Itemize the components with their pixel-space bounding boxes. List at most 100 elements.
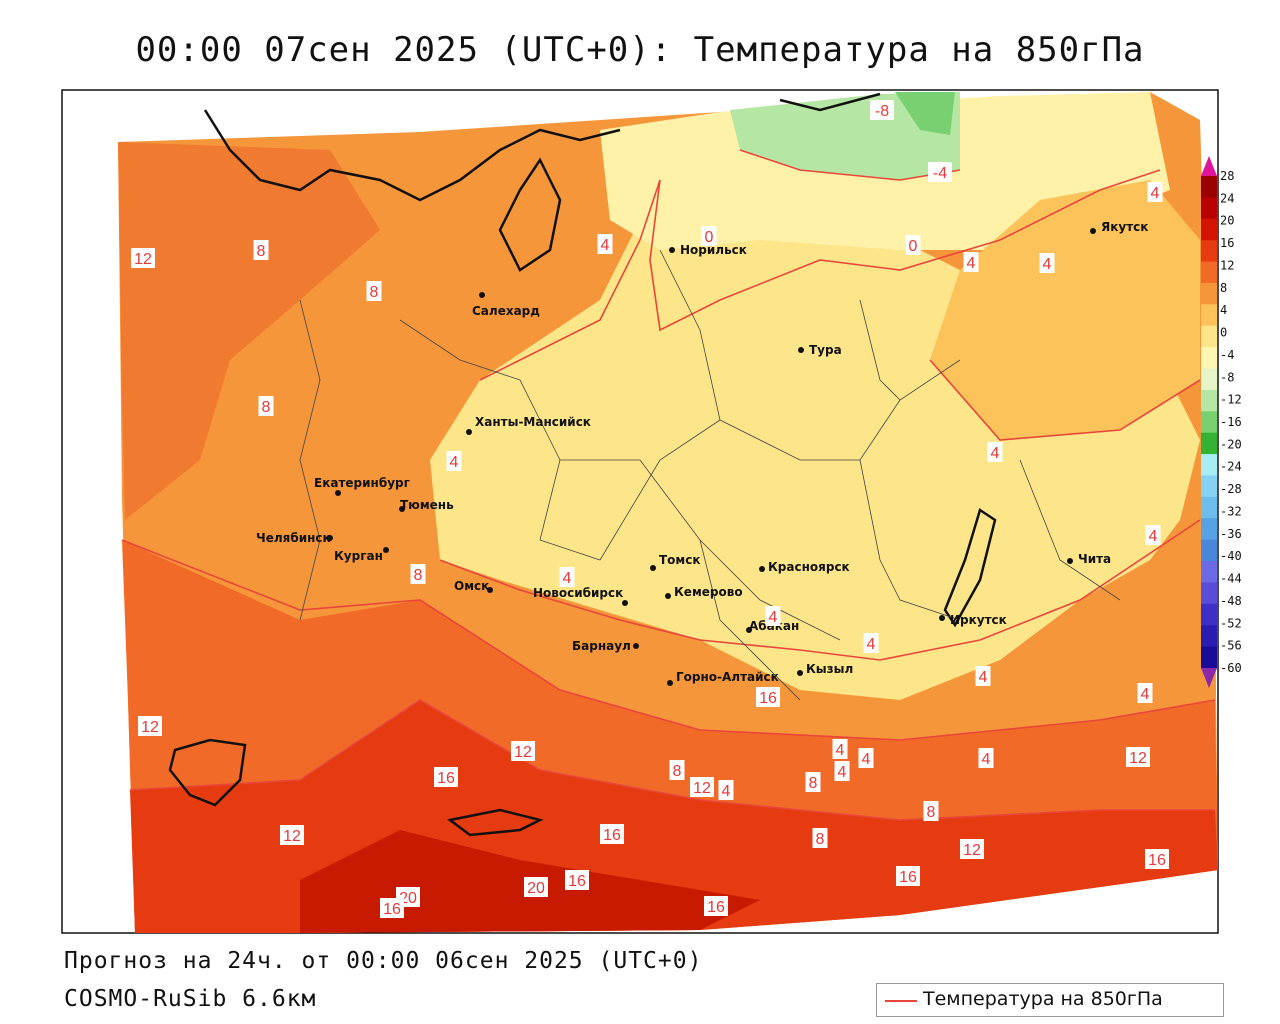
colorbar-tick-label: -52	[1220, 616, 1242, 630]
isotherm-label-bg	[834, 761, 850, 781]
isotherm-label: 16	[704, 896, 728, 916]
city-label: Новосибирск	[533, 586, 623, 600]
isotherm-label: 4	[832, 739, 848, 759]
city-dot	[383, 547, 389, 553]
colorbar-tick-label: 4	[1220, 303, 1227, 317]
isotherm-label-text: 8	[414, 567, 423, 584]
city-dot	[667, 680, 673, 686]
city-dot	[1067, 558, 1073, 564]
isotherm-label-bg	[253, 240, 269, 260]
city-label: Горно-Алтайск	[676, 670, 779, 684]
isotherm-label-bg	[600, 824, 624, 844]
city-label: Тюмень	[400, 498, 454, 512]
colorbar-segment	[1201, 368, 1217, 391]
legend-label: Температура на 850гПа	[923, 988, 1163, 1010]
isotherm-label-text: 4	[979, 669, 988, 686]
isotherm-label-bg	[870, 100, 894, 120]
isotherm-label: 12	[280, 825, 304, 845]
isotherm-label-bg	[765, 606, 781, 626]
isotherm-label-text: 8	[816, 831, 825, 848]
city-13: Кемерово	[665, 585, 743, 599]
colorbar-tick-label: -20	[1220, 437, 1242, 451]
isotherm-label-text: 4	[1043, 256, 1052, 273]
colorbar-segment	[1201, 389, 1217, 412]
colorbar-tick-label: -28	[1220, 482, 1242, 496]
legend-box: Температура на 850гПа	[876, 983, 1224, 1017]
isotherm-label-text: 0	[909, 238, 918, 255]
colorbar-tick-label: 12	[1220, 258, 1234, 272]
isotherm-label-text: 4	[1149, 528, 1158, 545]
isotherm-label: 16	[565, 870, 589, 890]
model-name: COSMO-RuSib 6.6км	[64, 986, 317, 1012]
isotherm-label: 4	[597, 234, 613, 254]
isotherm-label-bg	[704, 896, 728, 916]
isotherm-label: 8	[253, 240, 269, 260]
isotherm-label: 16	[600, 824, 624, 844]
city-dot	[797, 670, 803, 676]
colorbar-tick-label: -60	[1220, 661, 1242, 675]
colorbar-tick-label: -36	[1220, 527, 1242, 541]
isotherm-label-bg	[923, 801, 939, 821]
isotherm-label: 12	[131, 248, 155, 268]
isotherm-label-bg	[446, 451, 462, 471]
colorbar-segment	[1201, 646, 1217, 669]
colorbar-segment	[1201, 518, 1217, 541]
isotherm-label: 4	[978, 748, 994, 768]
isotherm-label-bg	[858, 748, 874, 768]
forecast-info: Прогноз на 24ч. от 00:00 06сен 2025 (UTC…	[64, 948, 703, 974]
isotherm-label-bg	[718, 780, 734, 800]
isotherm-label: 4	[559, 567, 575, 587]
city-dot	[798, 347, 804, 353]
isotherm-label-bg	[905, 235, 921, 255]
isotherm-label-text: 4	[838, 764, 847, 781]
colorbar-segment	[1201, 454, 1217, 476]
city-dot	[479, 292, 485, 298]
city-dot	[1090, 228, 1096, 234]
isotherm-label-bg	[669, 760, 685, 780]
colorbar-tick-label: -48	[1220, 594, 1242, 608]
colorbar-tick-label: 24	[1220, 191, 1234, 205]
isotherm-label-text: 16	[437, 770, 455, 787]
city-label: Салехард	[472, 304, 540, 318]
isotherm-label: 20	[524, 877, 548, 897]
city-4: Тура	[798, 343, 842, 357]
colorbar-bottom-arrow	[1201, 668, 1217, 688]
city-label: Кызыл	[806, 662, 853, 676]
colorbar-segment	[1201, 261, 1217, 284]
isotherm-label-bg	[1137, 683, 1153, 703]
colorbar-segment	[1201, 325, 1217, 348]
isotherm-label-bg	[863, 633, 879, 653]
isotherm-label: 8	[923, 801, 939, 821]
isotherm-label-text: 20	[527, 880, 545, 897]
city-label: Якутск	[1101, 220, 1148, 234]
isotherm-label: 4	[863, 633, 879, 653]
isotherm-label: 16	[434, 767, 458, 787]
isotherm-label-bg	[960, 839, 984, 859]
isotherm-label: 4	[1145, 525, 1161, 545]
isotherm-label-bg	[1126, 747, 1150, 767]
colorbar-tick-label: -12	[1220, 393, 1242, 407]
isotherm-label-bg	[597, 234, 613, 254]
city-18: Кызыл	[797, 662, 853, 676]
isotherm-lines	[121, 149, 1216, 821]
city-dot	[633, 643, 639, 649]
city-19: Иркутск	[939, 613, 1007, 627]
colorbar-top-arrow	[1201, 156, 1217, 176]
city-20: Чита	[1067, 552, 1111, 566]
isotherm-label-bg	[812, 828, 828, 848]
isotherm-label-bg	[896, 866, 920, 886]
isotherm-label-text: 16	[1148, 852, 1166, 869]
temperature-field	[118, 92, 1218, 933]
isotherm-label: 16	[756, 687, 780, 707]
city-8: Челябинск	[256, 531, 333, 545]
colorbar-segment	[1201, 176, 1217, 198]
colorbar-tick-label: -8	[1220, 370, 1234, 384]
isotherm-label-text: 4	[563, 570, 572, 587]
colorbar-segment	[1201, 561, 1217, 583]
isotherm-label-bg	[832, 739, 848, 759]
isotherm-label: 4	[765, 606, 781, 626]
isotherm-label-text: 4	[867, 636, 876, 653]
isotherm-label-bg	[701, 226, 717, 246]
isotherm-label-text: 12	[134, 251, 152, 268]
